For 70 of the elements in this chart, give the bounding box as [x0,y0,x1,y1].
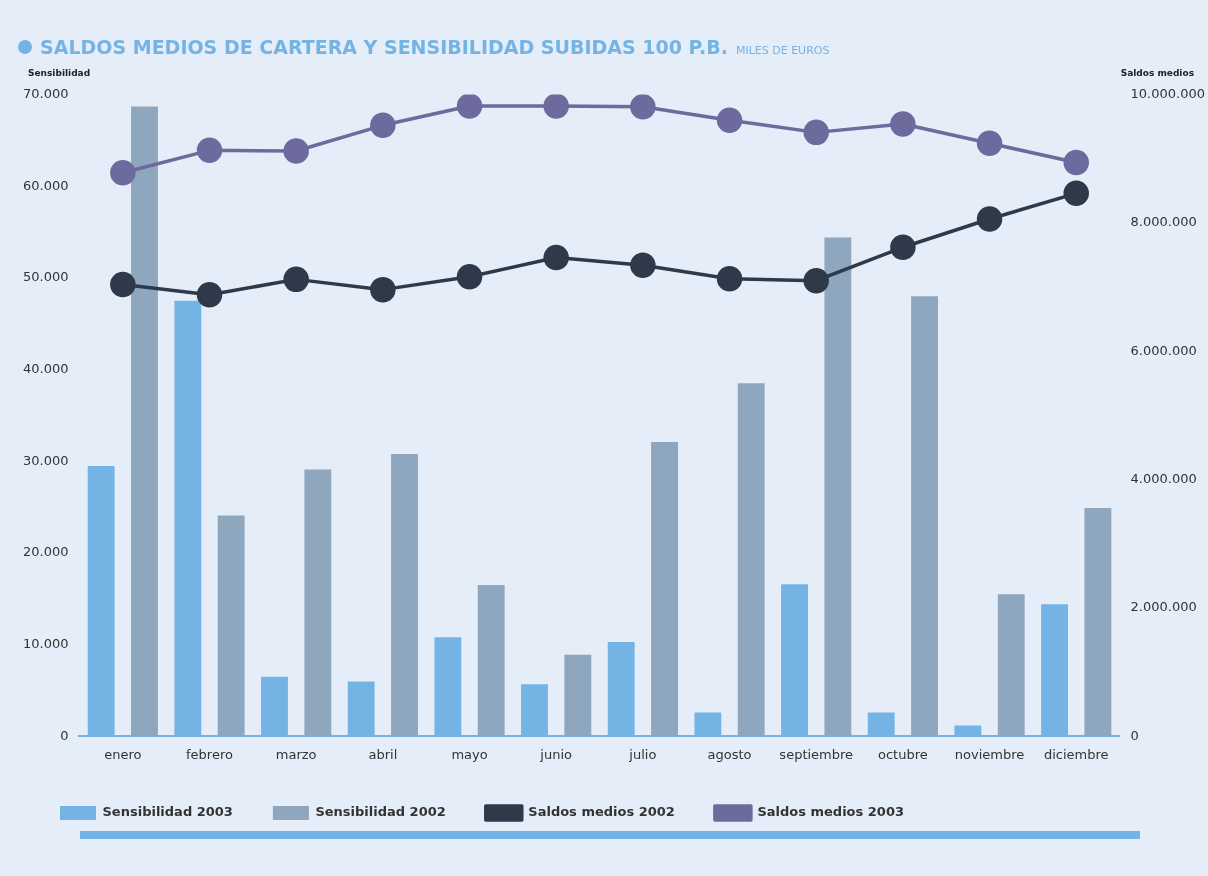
point [196,282,223,308]
x-tick-label: junio [539,746,573,762]
x-tick-label: julio [628,746,657,762]
bar [131,106,158,737]
y2-tick-label: 8.000.000 [1130,214,1197,230]
bar [304,469,332,737]
point [543,94,569,119]
point [283,138,309,164]
legend-label: Sensibilidad 2003 [102,804,233,820]
y2-tick-label: 4.000.000 [1130,471,1197,487]
chart-title: SALDOS MEDIOS DE CARTERA Y SENSIBILIDAD SUBIDAS 100 P.B. [40,36,728,58]
x-tick-label: enero [104,746,142,762]
bar [564,654,592,737]
point [630,252,656,278]
y2-tick-label: 6.000.000 [1130,342,1197,358]
x-tick-label: agosto [707,746,752,762]
x-tick-label: febrero [186,746,233,762]
point [196,137,223,164]
x-tick-label: marzo [275,746,317,762]
legend-label: Saldos medios 2003 [757,804,904,820]
bar [391,453,418,737]
y-tick-label: 0 [60,727,69,743]
y-tick-label: 70.000 [22,85,69,101]
point [976,130,1003,157]
y2-tick-label: 10.000.000 [1130,85,1205,101]
y2-axis-title: Saldos medios [1120,68,1194,78]
x-tick-label: diciembre [1043,746,1109,762]
bar [217,515,245,737]
x-tick-label: septiembre [779,746,854,762]
x-tick-label: mayo [451,746,488,762]
point [803,267,829,294]
bar [737,383,765,737]
x-tick-label: noviembre [954,746,1025,762]
x-tick-label: octubre [878,746,928,762]
legend-label: Saldos medios 2002 [528,804,675,820]
chart-subtitle: MILES DE EUROS [735,44,830,57]
y-tick-label: 60.000 [22,177,69,193]
point [803,119,829,146]
point [456,94,483,119]
point [716,265,743,292]
y-tick-label: 30.000 [22,452,69,468]
point [716,107,743,133]
bar [651,442,678,737]
point [370,112,396,139]
point [890,111,916,137]
bar [824,237,852,737]
y-tick-label: 40.000 [22,360,69,376]
point [890,234,916,261]
bar [1084,508,1112,737]
point [543,244,569,271]
bar [997,594,1025,737]
legend-label: Sensibilidad 2002 [315,804,446,820]
y-tick-label: 20.000 [22,544,69,560]
point [110,271,136,298]
point [370,276,396,303]
point [976,206,1003,232]
y-tick-label: 50.000 [22,269,69,285]
y2-tick-label: 0 [1130,727,1139,743]
point [283,266,309,293]
y-axis-title: Sensibilidad [28,68,91,78]
point [630,94,656,120]
point [110,160,136,186]
point [1063,180,1089,207]
bar [477,585,505,737]
point [456,264,483,290]
y2-tick-label: 2.000.000 [1130,599,1197,615]
bar [911,296,938,737]
point [1063,149,1089,176]
y-tick-label: 10.000 [22,636,69,652]
x-tick-label: abril [368,746,398,762]
